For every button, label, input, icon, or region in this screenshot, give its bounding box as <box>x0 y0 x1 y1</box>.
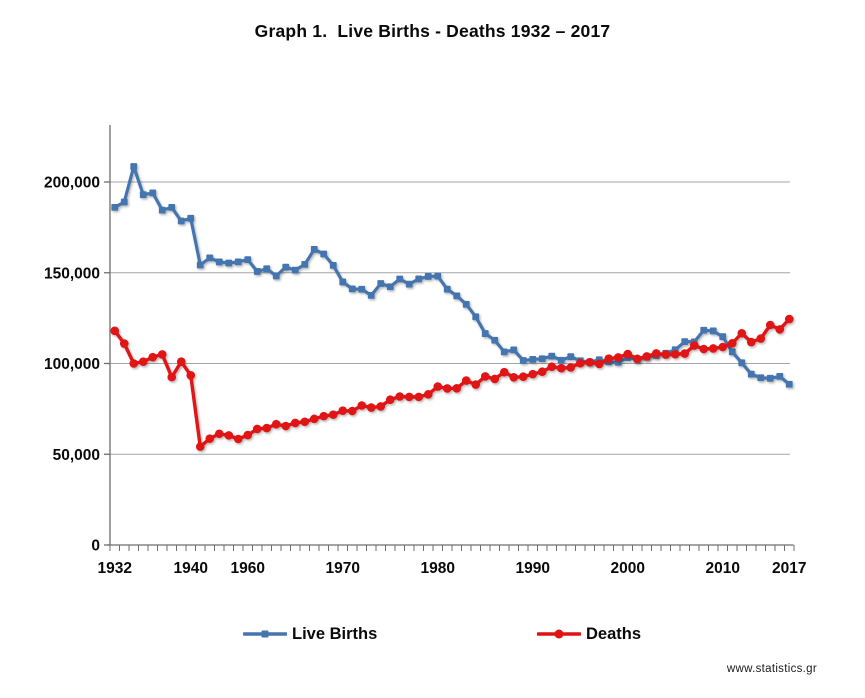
live-births-line-swatch-icon <box>243 630 287 638</box>
legend-item-deaths: Deaths <box>537 620 641 648</box>
svg-text:150,000: 150,000 <box>44 265 100 282</box>
legend-label-live-births: Live Births <box>292 625 378 643</box>
svg-text:1960: 1960 <box>231 560 265 577</box>
svg-text:1932: 1932 <box>98 560 132 577</box>
legend-item-live-births: Live Births <box>243 620 377 648</box>
svg-text:1980: 1980 <box>421 560 455 577</box>
svg-text:50,000: 50,000 <box>53 447 100 464</box>
svg-text:2017: 2017 <box>772 560 806 577</box>
deaths-line-swatch-icon <box>537 629 581 639</box>
y-tick-labels: 0 50,000 100,000 150,000 200,000 <box>44 175 100 555</box>
legend-label-deaths: Deaths <box>586 625 642 643</box>
chart-title: Graph 1. Live Births - Deaths 1932 – 201… <box>254 21 611 41</box>
svg-text:2010: 2010 <box>706 560 740 577</box>
y-gridlines <box>110 181 790 455</box>
website-watermark: www.statistics.gr <box>726 663 817 675</box>
svg-text:2000: 2000 <box>611 560 645 577</box>
svg-text:1970: 1970 <box>326 560 360 577</box>
x-tick-labels: 1932 1940 1960 1970 1980 1990 2000 2010 2017 <box>98 560 807 577</box>
x-ticks <box>109 545 795 551</box>
axes <box>104 125 794 546</box>
svg-text:1990: 1990 <box>516 560 550 577</box>
svg-text:200,000: 200,000 <box>44 175 100 192</box>
svg-text:0: 0 <box>91 538 100 555</box>
svg-text:100,000: 100,000 <box>44 356 100 373</box>
svg-text:1940: 1940 <box>174 560 208 577</box>
series-live-births <box>111 163 793 388</box>
chart-legend: Live Births Deaths <box>0 620 865 648</box>
series-deaths <box>110 314 794 451</box>
